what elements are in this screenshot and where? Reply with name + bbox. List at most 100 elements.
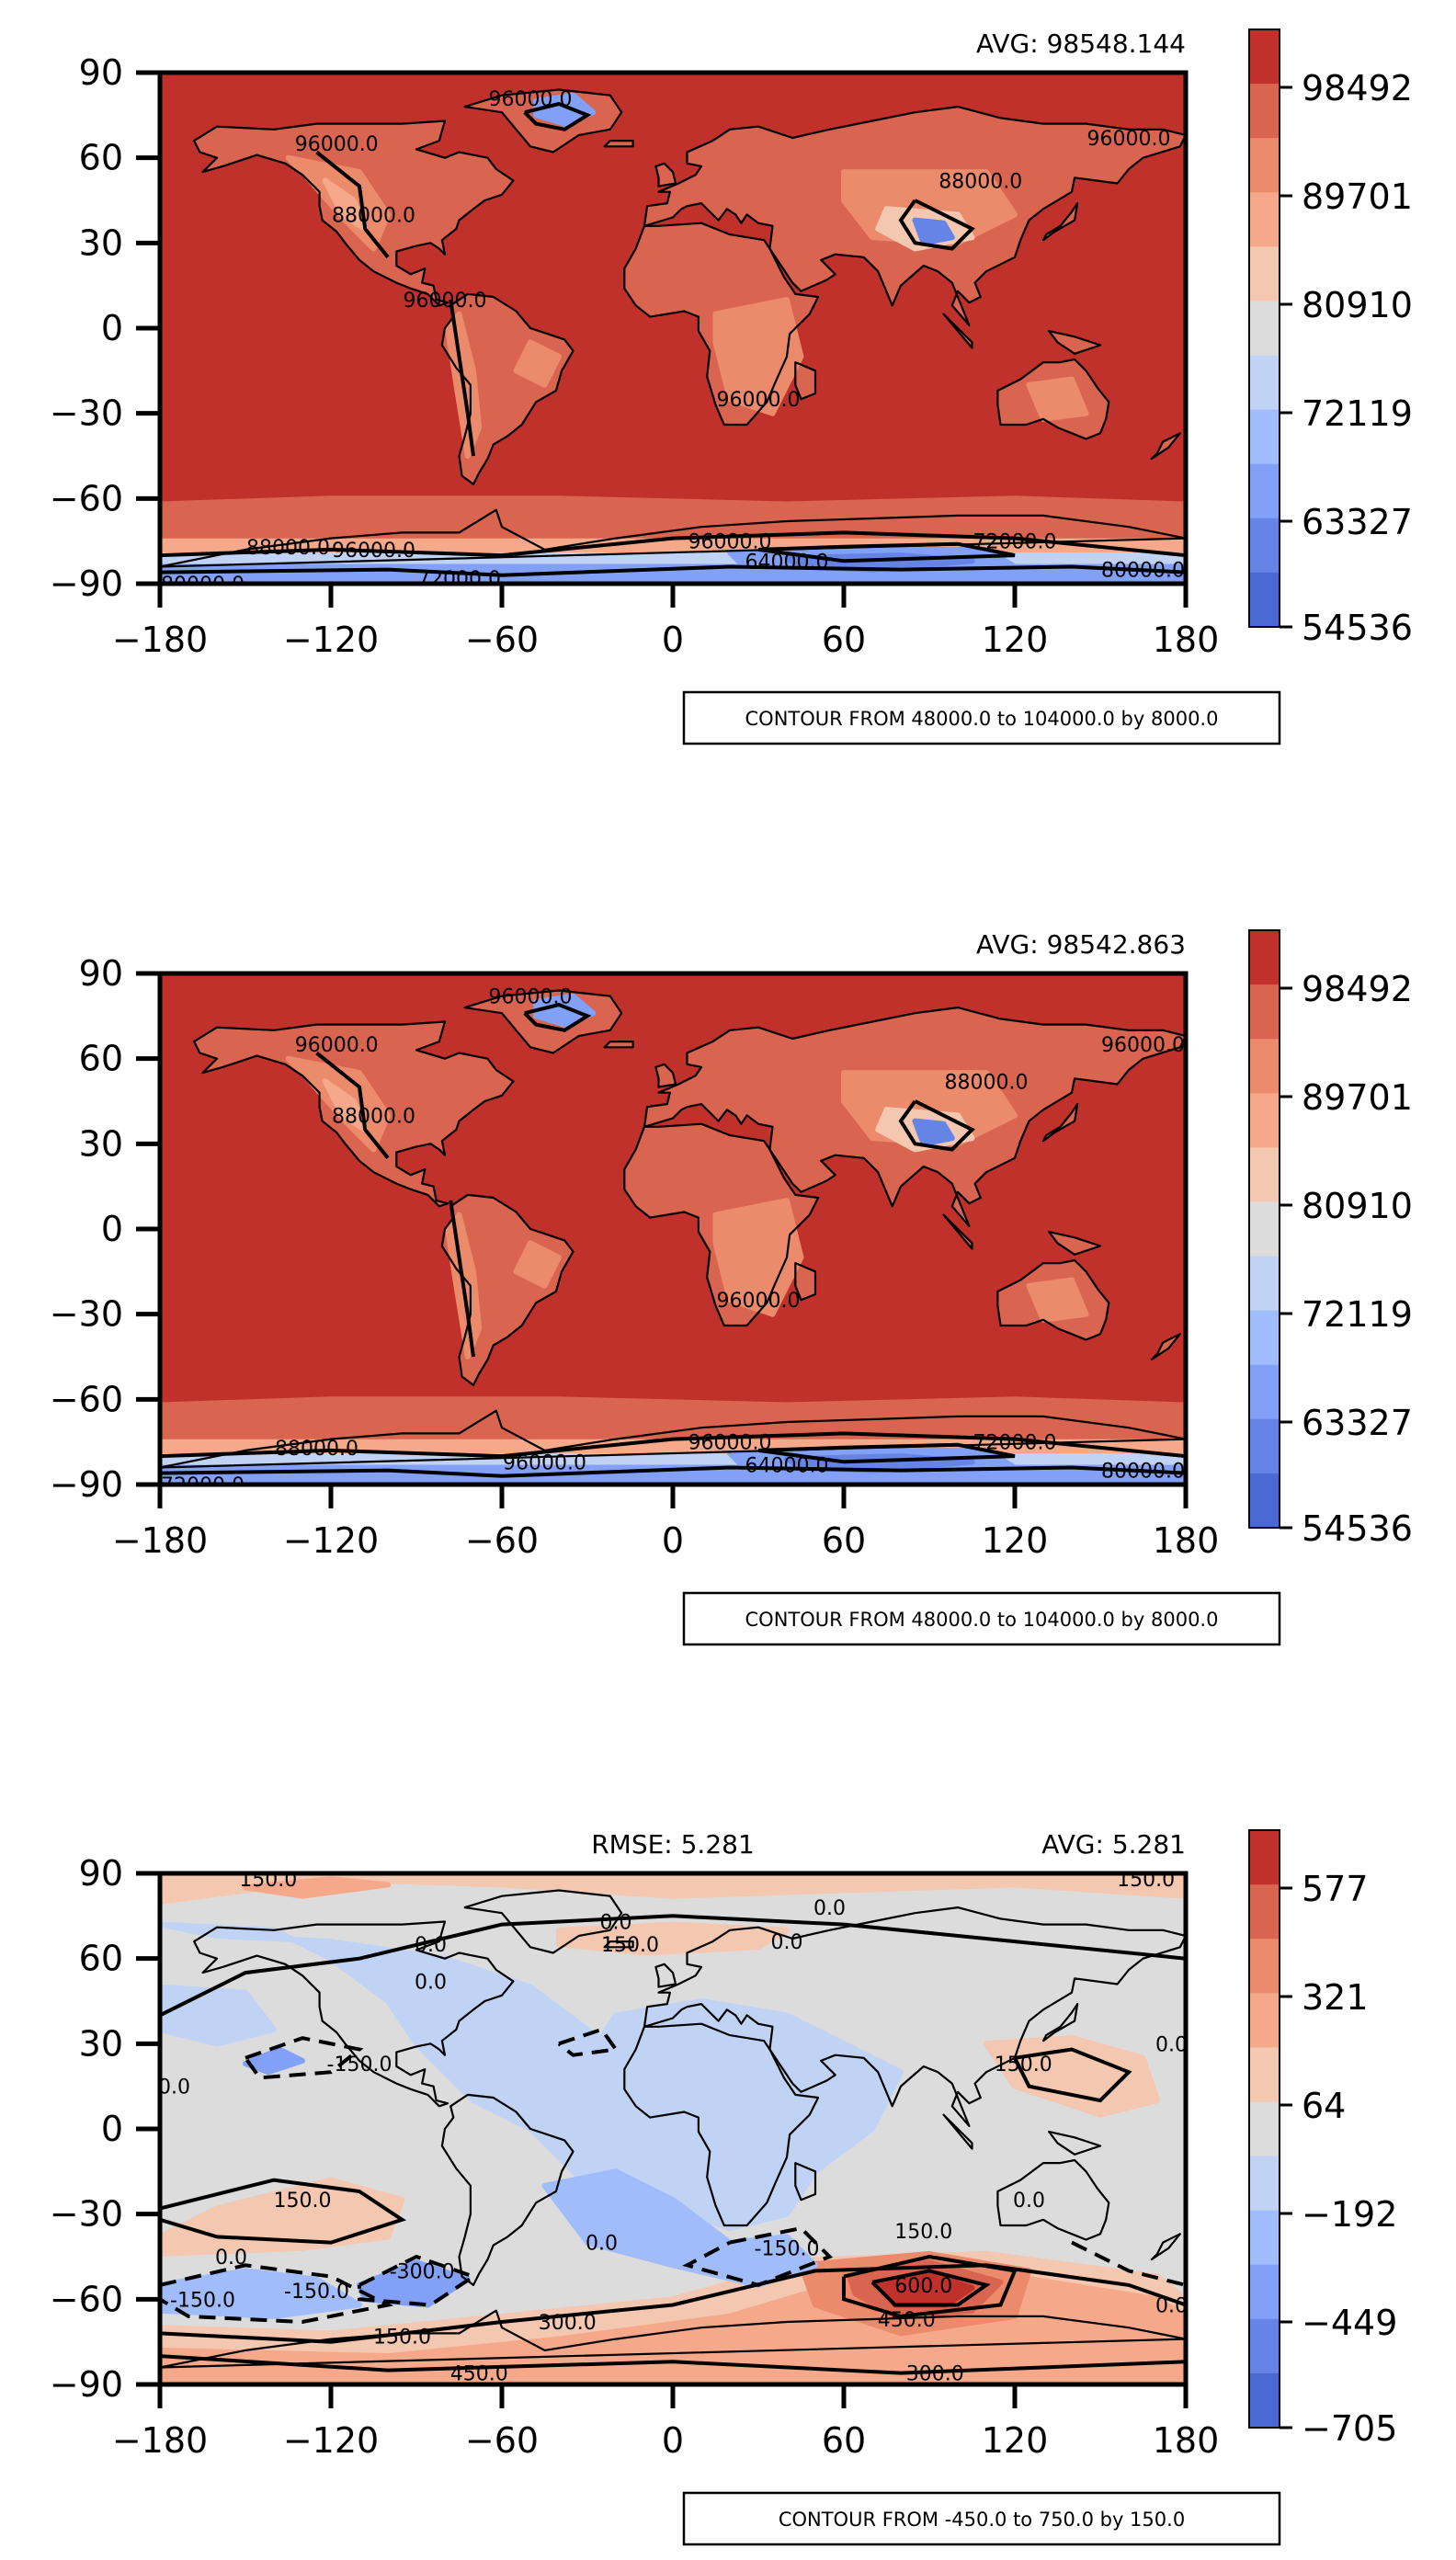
colorbar-tick-label: −705 (1302, 2408, 1397, 2449)
coastline (643, 1006, 1186, 1228)
coastline (942, 2113, 973, 2150)
map-field: 96000.0 88000.0 96000.0 96000.0 88000.0 96000… (160, 973, 1186, 1485)
coastline (643, 105, 1186, 326)
y-tick-label: −30 (50, 2194, 123, 2235)
contour-label: 96000.0 (295, 1034, 379, 1057)
contour-label: 96000.0 (503, 1451, 586, 1474)
colorbar: 577 321 64 −192 −449 −705 (1248, 1829, 1397, 2449)
y-tick-label: 0 (101, 2109, 123, 2149)
contour-label: 0.0 (1013, 2190, 1045, 2213)
avg-label: AVG: 98542.863 (976, 929, 1186, 960)
coastline (1150, 432, 1181, 461)
y-tick-label: −60 (50, 1379, 123, 1419)
contour-line (682, 2225, 834, 2288)
coastline (794, 2162, 817, 2202)
y-tick-label: 90 (79, 52, 123, 93)
contour-label: 96000.0 (1101, 1034, 1185, 1057)
contour-label: 150.0 (995, 2054, 1052, 2076)
contour-label: 96000.0 (489, 986, 573, 1009)
y-tick-label: −90 (50, 2364, 123, 2405)
coastline (794, 361, 817, 401)
coastline (193, 119, 515, 307)
contour-line (449, 1200, 475, 1358)
colorbar-segment (1249, 930, 1280, 985)
contour-label: -150.0 (170, 2289, 235, 2312)
coastline (623, 1122, 820, 1327)
colorbar-segment (1249, 2156, 1280, 2212)
x-tick-label: 0 (662, 620, 684, 660)
colorbar-segment (1249, 1201, 1280, 1257)
x-tick-label: −60 (465, 620, 539, 660)
coastline (193, 1020, 515, 1208)
colorbar-tick-label: 72119 (1302, 1294, 1413, 1335)
contour-label: 80000.0 (1101, 1461, 1185, 1484)
colorbar-tick-label: 98492 (1302, 969, 1413, 1009)
contour-label: 72000.0 (417, 568, 501, 591)
colorbar-frame (1248, 28, 1280, 628)
colorbar-segment (1249, 2318, 1280, 2374)
colorbar-segment (1249, 463, 1280, 519)
colorbar-segment (1249, 518, 1280, 574)
colorbar-tick-label: 577 (1302, 1869, 1369, 1909)
map-field: 96000.088000.096000.096000.096000.088000… (160, 73, 1186, 591)
coastline (440, 2093, 574, 2286)
colorbar-tick-label: 321 (1302, 1977, 1369, 2018)
contour-label: 150.0 (274, 2190, 332, 2213)
y-tick-label: 90 (79, 953, 123, 994)
x-tick-label: −180 (112, 620, 208, 660)
avg-label: AVG: 5.281 (1041, 1829, 1186, 1860)
coastline (1041, 2003, 1079, 2042)
field-band (912, 1118, 955, 1147)
colorbar-segment (1249, 1830, 1280, 1885)
contour-line (757, 541, 1016, 563)
coastline (1048, 330, 1102, 355)
contour-label: 150.0 (1117, 1869, 1175, 1892)
coastline (193, 1920, 515, 2108)
coastline (463, 88, 623, 154)
coastline (942, 1213, 973, 1250)
y-tick-label: 60 (79, 1039, 123, 1079)
land-fill (655, 1064, 677, 1087)
land-fill (795, 1263, 815, 1301)
contour-label: 450.0 (878, 2309, 936, 2332)
y-tick-label: −30 (50, 393, 123, 434)
contour-line (160, 530, 1186, 558)
contour-line (523, 1002, 592, 1032)
colorbar-segment (1249, 1939, 1280, 1994)
field-band (1026, 376, 1089, 422)
y-tick-label: 30 (79, 1123, 123, 1164)
x-tick-label: 120 (982, 620, 1049, 660)
field-band (160, 1873, 1186, 1905)
contour-label: -300.0 (390, 2260, 455, 2283)
colorbar-segment (1249, 1364, 1280, 1420)
colorbar-tick-label: 63327 (1302, 502, 1413, 542)
field-band (556, 1921, 790, 1956)
contour-line (160, 2263, 1186, 2344)
coastline (654, 1963, 677, 1988)
y-tick-label: 90 (79, 1853, 123, 1894)
x-tick-label: −120 (283, 2420, 379, 2461)
colorbar-segment (1249, 2210, 1280, 2266)
coastline (1048, 2131, 1102, 2156)
contour-label: 96000.0 (688, 1432, 772, 1455)
x-tick-label: 60 (822, 2420, 866, 2461)
contour-label: -150.0 (327, 2054, 392, 2076)
contour-line (160, 564, 1186, 577)
contour-label: 88000.0 (332, 1105, 415, 1128)
contour-line (870, 2269, 991, 2307)
contour-label: -150.0 (284, 2281, 349, 2304)
contour-label: 96000.0 (1087, 128, 1171, 151)
contour-range-text: CONTOUR FROM -450.0 to 750.0 by 150.0 (779, 2509, 1185, 2531)
contour-range-box (682, 2491, 1281, 2546)
coastline (603, 1040, 634, 1049)
colorbar-segment (1249, 1993, 1280, 2048)
coastline (160, 1409, 1186, 1469)
y-tick-label: 0 (101, 1209, 123, 1249)
contour-label: 0.0 (415, 1971, 447, 1994)
rmse-label: RMSE: 5.281 (591, 1829, 755, 1860)
contour-line (557, 2027, 620, 2057)
contour-label: 88000.0 (938, 170, 1022, 193)
contour-label: 72000.0 (973, 531, 1057, 554)
field-band (160, 2268, 362, 2319)
